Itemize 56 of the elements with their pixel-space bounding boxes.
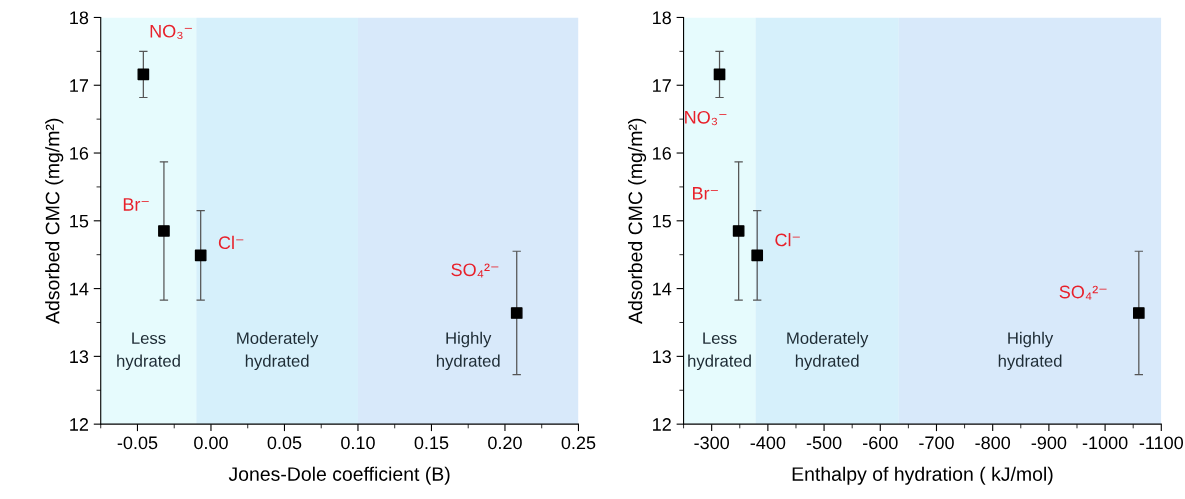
annotation: Br⁻ [693, 187, 718, 200]
x-tick-label: 0.00 [194, 436, 228, 450]
x-axis-title: Enthalpy of hydration ( kJ/mol) [792, 466, 1053, 485]
y-tick-label: 12 [70, 418, 89, 431]
annotation: SO₄²⁻ [451, 263, 499, 278]
x-tick-label: -600 [863, 436, 898, 450]
point [158, 225, 170, 237]
y-tick-label: 13 [70, 350, 89, 364]
y-tick-label: 14 [70, 282, 89, 296]
y-tick-label: 16 [70, 146, 89, 160]
x-tick-label: 0.20 [488, 436, 522, 450]
point [137, 68, 150, 81]
band-label: Moderately hydrated [787, 331, 869, 371]
y-axis-title: Adsorbed CMC (mg/m²) [628, 118, 647, 324]
band-label: Moderately hydrated [237, 331, 319, 371]
y-tick-label: 12 [653, 418, 671, 431]
x-tick-label: -500 [806, 436, 842, 450]
x-tick-label: 0.10 [341, 436, 375, 450]
x-tick-label: -1000 [1082, 436, 1128, 450]
x-tick-label: -300 [694, 436, 730, 450]
y-tick-label: 13 [653, 350, 671, 364]
x-tick-label: -400 [750, 436, 786, 450]
x-tick-label: -900 [1031, 436, 1067, 450]
x-tick-label: 0.25 [561, 436, 596, 450]
x-tick-label: 0.15 [414, 436, 449, 450]
annotation: NO₃⁻ [150, 24, 192, 40]
band-label: Less hydrated [688, 332, 751, 371]
point [1132, 307, 1145, 319]
point [713, 68, 726, 81]
y-axis-title: Adsorbed CMC (mg/m²) [45, 118, 64, 324]
point [194, 249, 207, 262]
x-axis-title: Jones-Dole coefficient (B) [228, 466, 450, 485]
band-label: Highly hydrated [436, 331, 500, 371]
annotation: NO₃⁻ [685, 110, 727, 126]
band-label: Highly hydrated [998, 331, 1062, 371]
y-tick-label: 17 [653, 79, 671, 92]
y-tick-label: 17 [70, 79, 89, 92]
y-tick-label: 18 [70, 11, 89, 25]
x-tick-label: -0.05 [117, 436, 158, 450]
point [732, 225, 745, 237]
band-label: Less hydrated [117, 332, 180, 371]
annotation: Cl⁻ [775, 233, 800, 247]
y-tick-label: 18 [653, 11, 671, 25]
x-tick-label: -700 [919, 436, 954, 450]
annotation: SO₄²⁻ [1059, 285, 1107, 300]
y-tick-label: 16 [653, 146, 671, 160]
x-tick-label: -800 [975, 436, 1011, 450]
y-tick-label: 15 [653, 214, 671, 228]
annotation: Cl⁻ [218, 235, 244, 250]
y-tick-label: 15 [70, 214, 89, 228]
x-tick-label: -1100 [1139, 436, 1184, 450]
point [510, 307, 523, 319]
annotation: Br⁻ [123, 198, 149, 211]
point [751, 249, 764, 262]
x-tick-label: 0.05 [267, 436, 302, 450]
y-tick-label: 14 [653, 282, 672, 296]
